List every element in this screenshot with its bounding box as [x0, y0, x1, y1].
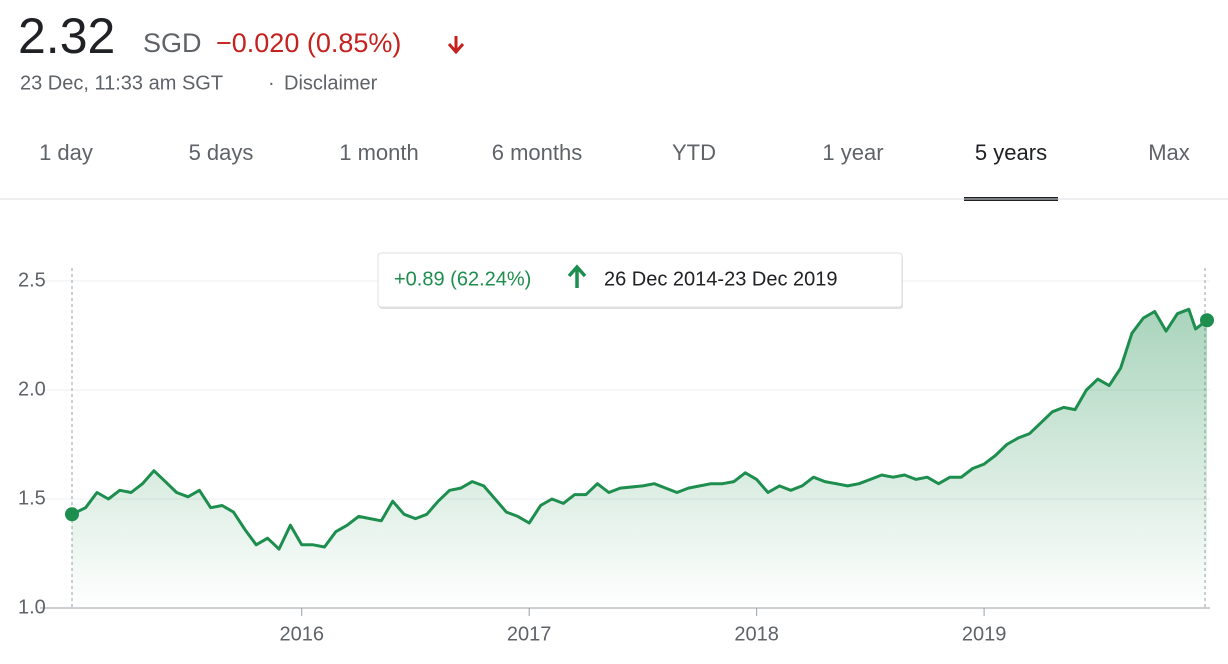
tooltip [377, 252, 903, 308]
date-range: 26 Dec 2014-23 Dec 2019 [604, 268, 838, 290]
tab[interactable]: 5 days [189, 140, 254, 165]
tab[interactable]: 5 years [975, 140, 1047, 165]
timestamp: 23 Dec, 11:33 am SGT [20, 72, 223, 94]
tab[interactable]: 1 day [39, 140, 93, 165]
down-arrow [447, 36, 465, 55]
x-tick-label: 2019 [962, 623, 1007, 645]
price-change: −0.020 (0.85%) [216, 28, 401, 58]
tab[interactable]: Max [1148, 140, 1190, 165]
end-point [65, 507, 79, 522]
y-tick-label: 1.0 [18, 596, 46, 618]
separator: · [268, 72, 275, 94]
currency: SGD [143, 28, 202, 58]
change-label: +0.89 (62.24%) [394, 268, 531, 290]
area-fill [72, 309, 1207, 608]
y-tick-label: 2.0 [18, 378, 46, 400]
tab[interactable]: 6 months [492, 140, 583, 165]
chart: 1.0 1.5 2.0 2.5 2016 2017 2018 2019 +0.89 (62.24… [18, 252, 1214, 645]
tab[interactable]: 1 month [339, 140, 419, 165]
x-tick-label: 2017 [507, 623, 552, 645]
price-line [71, 307, 1208, 551]
y-tick-label: 2.5 [18, 269, 46, 291]
disclaimer-link[interactable]: Disclaimer [284, 72, 378, 94]
up-arrow [567, 264, 587, 288]
tab-bar: 1 day 5 days 1 month 6 months YTD 1 year 5 yea… [39, 140, 1190, 201]
x-tick-label: 2018 [734, 623, 779, 645]
x-tick-label: 2016 [279, 623, 324, 645]
tab[interactable]: YTD [672, 140, 716, 165]
y-tick-label: 1.5 [18, 487, 46, 509]
end-point [1200, 313, 1214, 328]
tab[interactable]: 1 year [822, 140, 883, 165]
price: 2.32 [18, 8, 115, 64]
